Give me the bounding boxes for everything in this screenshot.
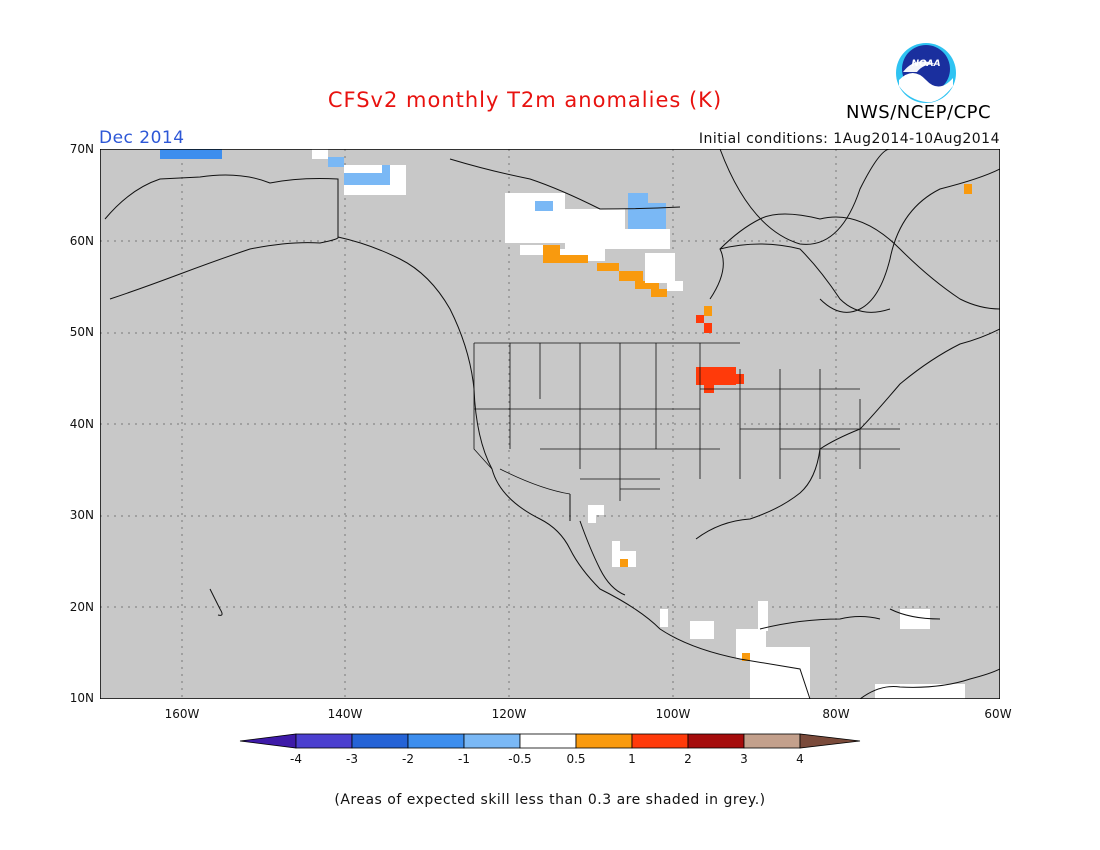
colorbar-swatch	[799, 733, 861, 749]
lat-label: 70N	[69, 142, 94, 156]
colorbar-label: -1	[458, 752, 470, 766]
cell-orange	[704, 306, 712, 316]
colorbar-label: -2	[402, 752, 414, 766]
cell-white	[875, 684, 965, 699]
cell-red	[696, 315, 704, 323]
cell-white	[667, 281, 683, 291]
svg-text:NOAA: NOAA	[911, 59, 940, 69]
colorbar-swatch	[463, 733, 521, 749]
anomaly-map	[100, 149, 1000, 699]
colorbar-label: 0.5	[566, 752, 586, 766]
forecast-period: Dec 2014	[99, 128, 185, 148]
cell-red-minnesota	[696, 367, 736, 385]
colorbar-swatch	[687, 733, 745, 749]
skill-footnote: (Areas of expected skill less than 0.3 a…	[334, 792, 766, 808]
colorbar-swatch	[407, 733, 465, 749]
cell-white	[588, 515, 596, 523]
cell-orange	[742, 653, 750, 661]
cell-white	[660, 609, 668, 627]
lon-label: 140W	[327, 707, 363, 721]
lon-label: 120W	[491, 707, 527, 721]
initial-conditions: Initial conditions: 1Aug2014-10Aug2014	[698, 131, 1000, 147]
cell-orange	[635, 281, 659, 289]
colorbar-label: 3	[740, 752, 748, 766]
cell-white-nwt	[505, 193, 565, 243]
cell-lightblue	[382, 165, 390, 175]
lat-label: 30N	[69, 508, 94, 522]
agency-label: NWS/NCEP/CPC	[846, 102, 992, 123]
colorbar-label: -0.5	[508, 752, 532, 766]
lon-label: 100W	[655, 707, 691, 721]
cell-white	[645, 253, 675, 283]
lon-label: 160W	[164, 707, 200, 721]
cell-white	[758, 601, 768, 631]
cell-lightblue-yukon	[344, 173, 390, 185]
cell-lightblue	[648, 203, 666, 229]
cell-white	[625, 229, 670, 249]
cell-orange	[597, 263, 619, 271]
lat-label: 20N	[69, 600, 94, 614]
cell-white	[690, 621, 714, 639]
cell-lightblue	[535, 201, 553, 211]
cell-white-central-america	[750, 647, 810, 699]
colorbar-label: 2	[684, 752, 692, 766]
cell-white	[520, 245, 560, 255]
colorbar-swatch	[575, 733, 633, 749]
colorbar-label: 4	[796, 752, 804, 766]
cell-orange	[560, 255, 588, 263]
cell-white	[588, 505, 604, 515]
cell-orange	[651, 289, 667, 297]
lon-label: 60W	[984, 707, 1012, 721]
cell-lightblue-nunavut	[628, 193, 648, 229]
colorbar-swatch	[351, 733, 409, 749]
lat-label: 10N	[69, 691, 94, 705]
cell-orange	[619, 271, 643, 281]
coastlines	[104, 149, 1000, 699]
colorbar-label: -4	[290, 752, 302, 766]
map-title: CFSv2 monthly T2m anomalies (K)	[327, 88, 723, 112]
colorbar-swatch	[519, 733, 577, 749]
noaa-logo: NOAA	[896, 43, 956, 103]
cell-white	[612, 541, 620, 551]
cell-orange	[543, 245, 560, 263]
colorbar	[239, 733, 861, 749]
cell-lightblue	[328, 157, 344, 167]
cell-orange	[620, 559, 628, 567]
cell-red	[704, 323, 712, 333]
colorbar-swatch	[239, 733, 297, 749]
colorbar-label: -3	[346, 752, 358, 766]
cell-blue-alaska-n	[160, 149, 222, 159]
lon-gridlines	[181, 149, 837, 699]
anomaly-cells	[160, 149, 972, 699]
cell-white	[900, 609, 930, 629]
cell-white-nwt2	[565, 209, 625, 249]
cell-white	[312, 149, 328, 159]
colorbar-swatch	[631, 733, 689, 749]
lat-label: 60N	[69, 234, 94, 248]
colorbar-label: 1	[628, 752, 636, 766]
state-borders	[473, 342, 900, 501]
lat-label: 50N	[69, 325, 94, 339]
lon-label: 80W	[822, 707, 850, 721]
colorbar-swatch	[295, 733, 353, 749]
cell-orange-labrador	[964, 184, 972, 194]
colorbar-swatch	[743, 733, 801, 749]
lat-label: 40N	[69, 417, 94, 431]
